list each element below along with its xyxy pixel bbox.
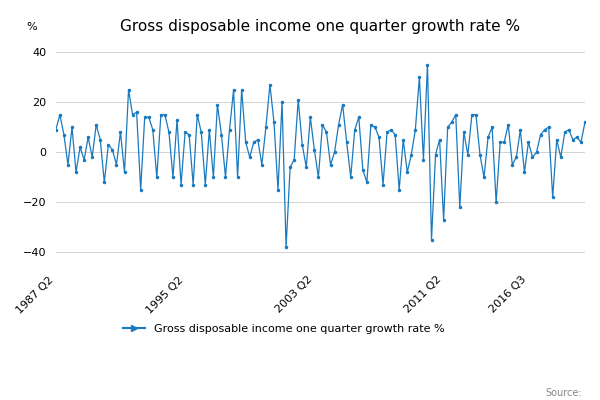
Text: Source:: Source:	[545, 388, 582, 398]
Title: Gross disposable income one quarter growth rate %: Gross disposable income one quarter grow…	[121, 19, 520, 34]
Legend: Gross disposable income one quarter growth rate %: Gross disposable income one quarter grow…	[118, 320, 449, 339]
Text: %: %	[27, 22, 37, 32]
